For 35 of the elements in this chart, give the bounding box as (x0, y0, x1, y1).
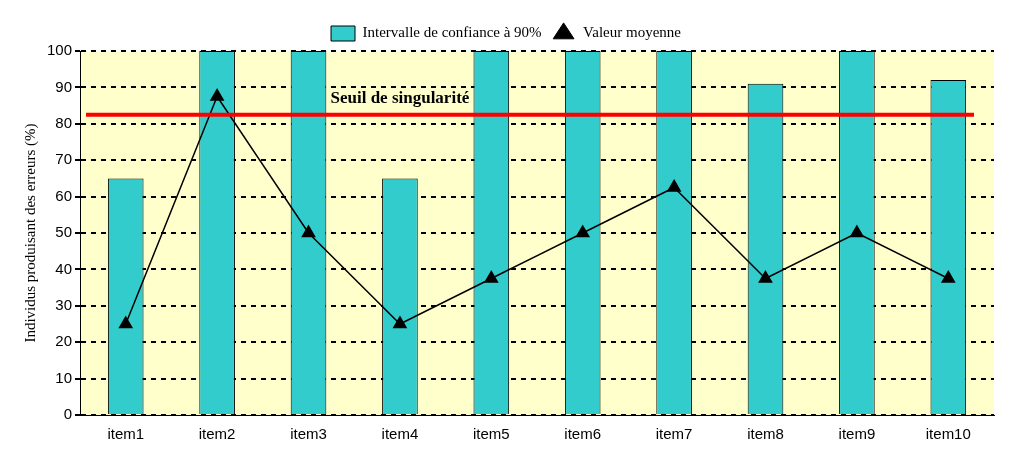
point (667, 179, 681, 192)
y-tick-label: 90 (55, 77, 73, 95)
x-tick-label: item10 (925, 425, 971, 443)
legend-label: Intervalle de confiance à 90% (362, 24, 542, 41)
x-tick-label: item3 (290, 425, 327, 443)
x-tick-label: item2 (198, 425, 236, 443)
x-tick-label: item8 (747, 425, 784, 443)
y-tick-label: 10 (55, 368, 73, 386)
y-tick-label: 70 (55, 150, 73, 168)
point (393, 316, 407, 329)
x-tick-label: item1 (107, 425, 145, 443)
y-tick-label: 80 (55, 113, 73, 131)
point (850, 225, 864, 238)
ref-line-label: Seuil de singularité (330, 87, 470, 107)
point (301, 225, 316, 238)
x-tick-label: item6 (564, 425, 602, 443)
point (941, 270, 956, 283)
x-tick-label: item9 (838, 425, 876, 443)
x-tick-label: item4 (381, 425, 419, 443)
point (484, 270, 499, 283)
y-tick-label: 40 (55, 259, 73, 277)
point (118, 316, 133, 329)
x-tick-label: item5 (472, 425, 510, 443)
y-tick-label: 0 (63, 405, 73, 423)
y-tick-label: 50 (55, 223, 73, 241)
y-tick-label: 30 (55, 295, 73, 313)
legend-label: Valeur moyenne (583, 24, 682, 41)
y-tick-label: 20 (55, 332, 73, 350)
point (210, 88, 224, 101)
y-tick-label: 100 (47, 41, 73, 59)
point (575, 225, 590, 238)
point (758, 270, 773, 283)
y-tick-label: 60 (55, 186, 73, 204)
y-axis-title: Individus produisant des erreurs (%) (21, 123, 39, 343)
x-tick-label: item7 (655, 425, 693, 443)
